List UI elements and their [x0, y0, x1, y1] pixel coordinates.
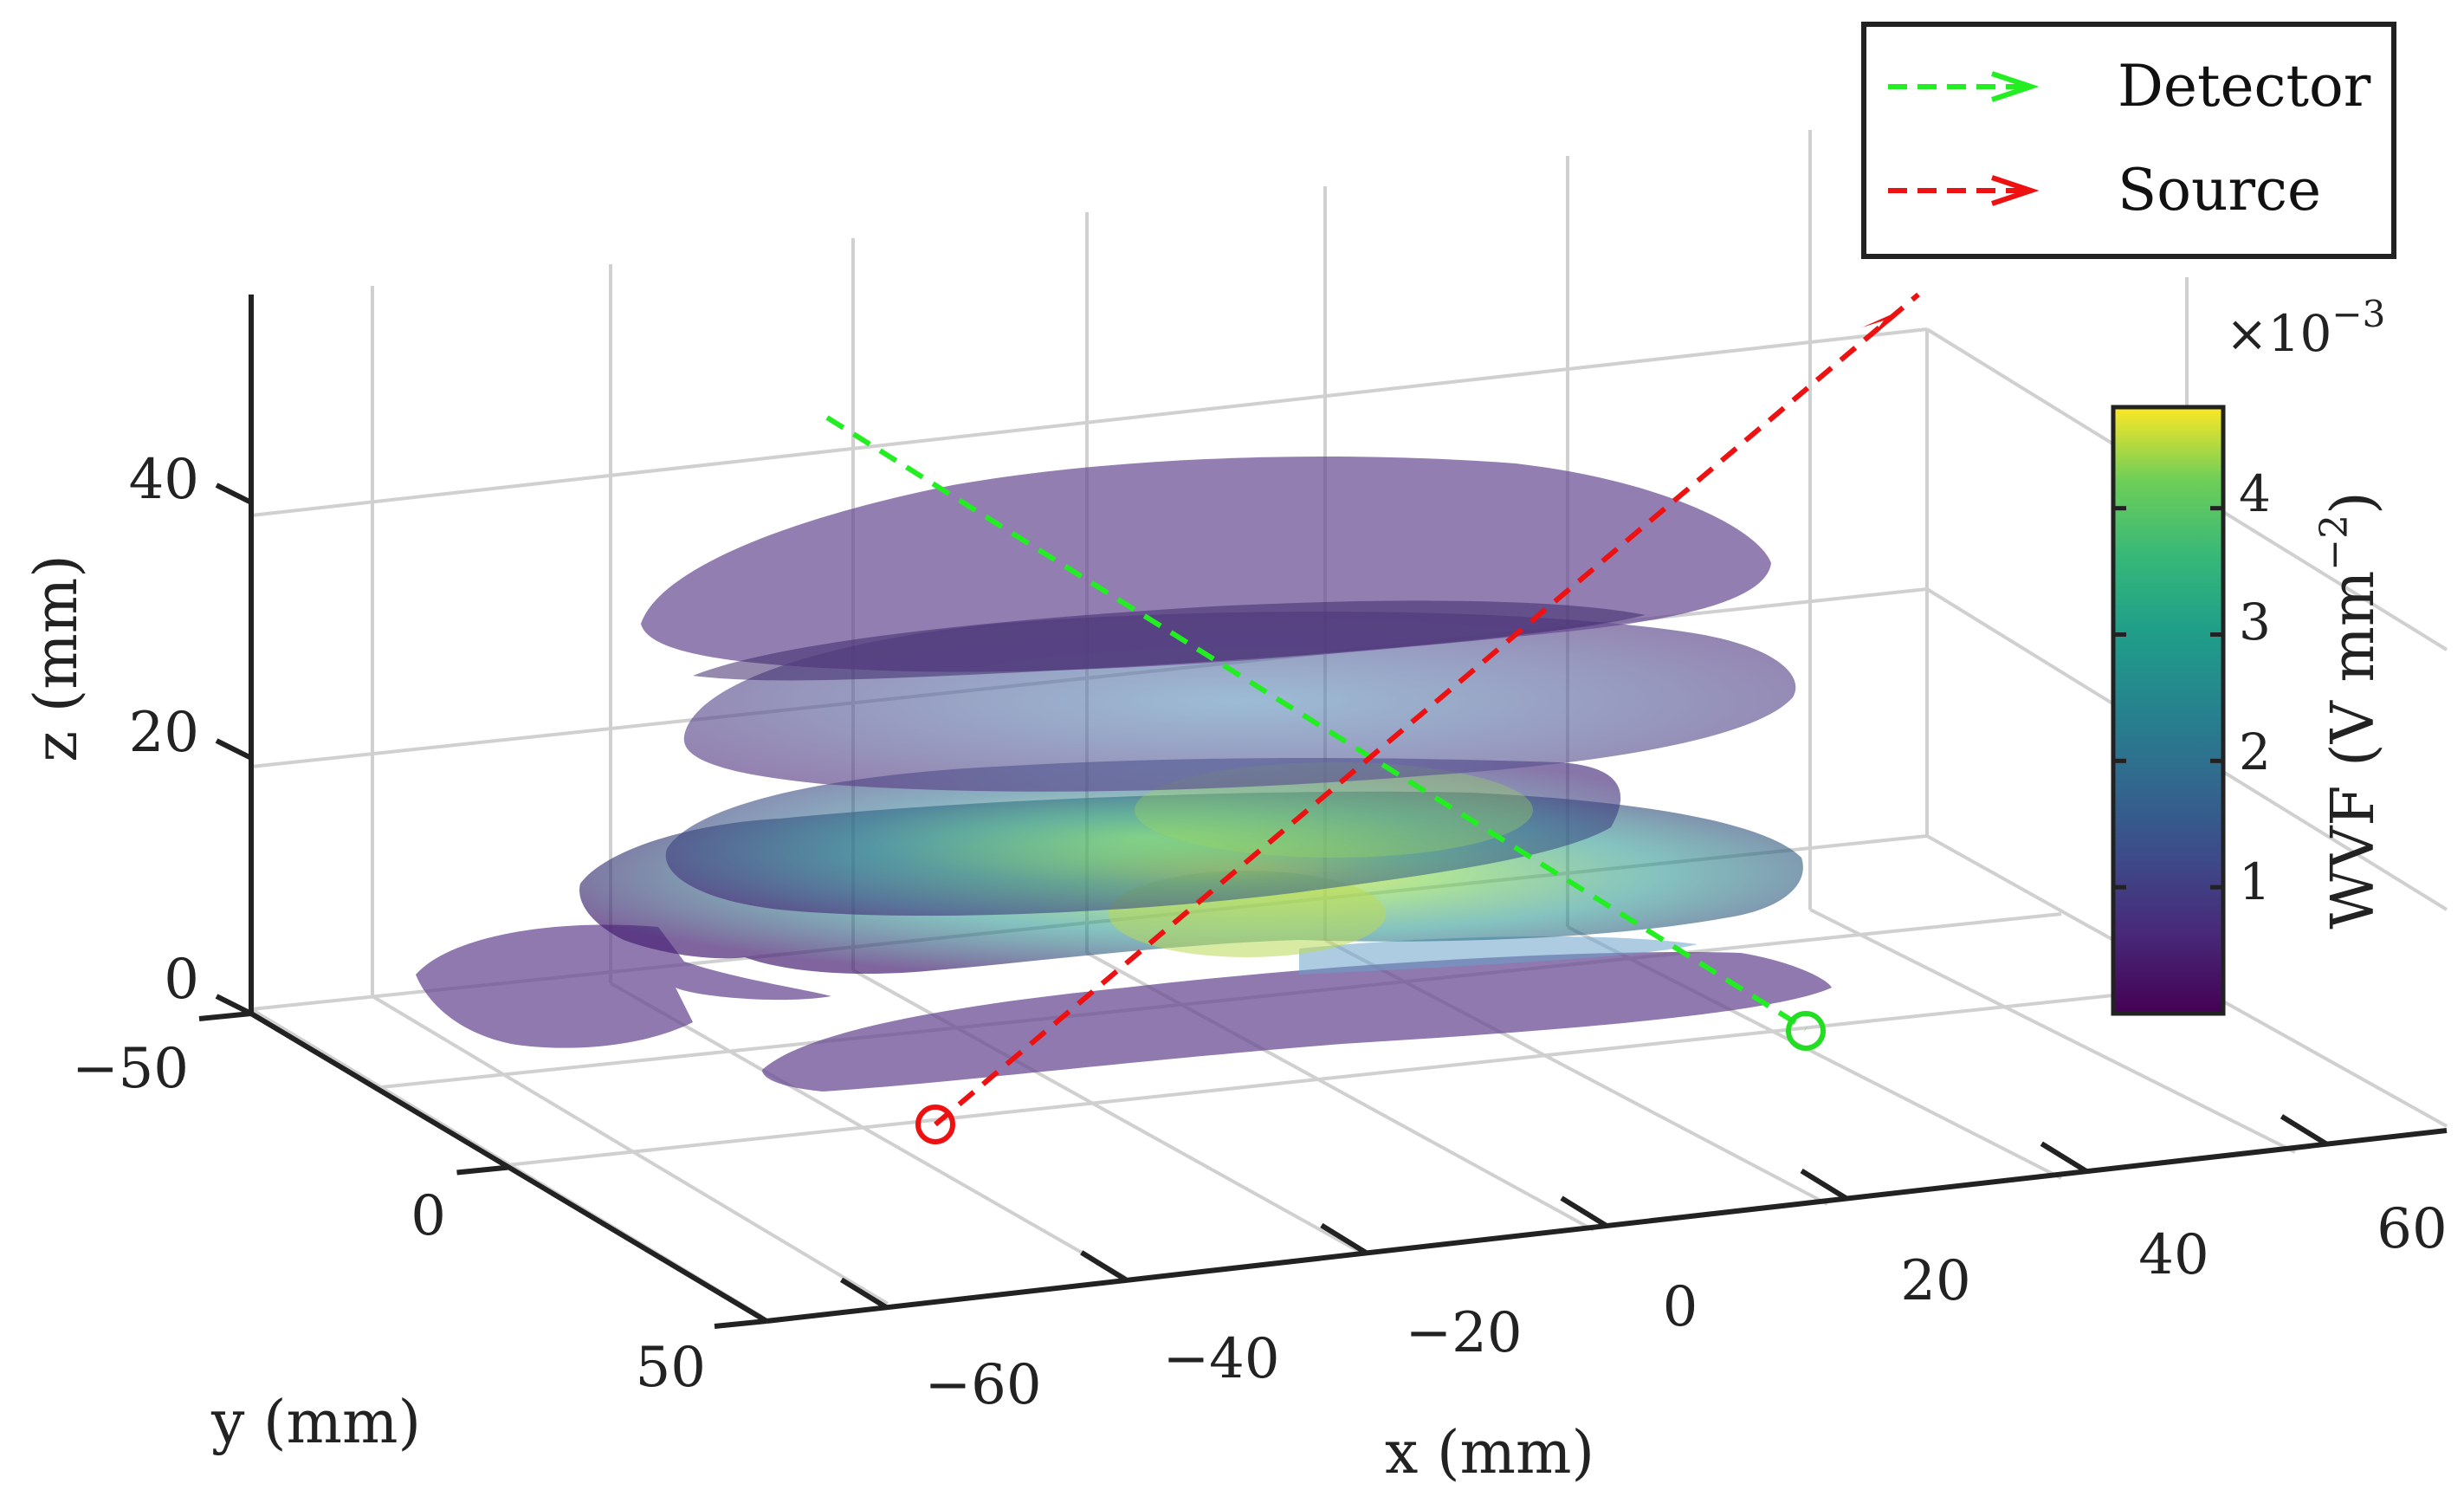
x-tick	[1320, 1222, 1368, 1255]
legend-label-source: Source	[2118, 157, 2321, 224]
x-tick	[1080, 1250, 1129, 1283]
y-tick-label: 0	[411, 1184, 446, 1248]
legend-entry-source: Source	[1888, 157, 2321, 224]
slice-z20	[665, 758, 1621, 917]
source-position-marker	[915, 1105, 955, 1144]
detector-position-marker	[1786, 1011, 1826, 1051]
colorbar-label-end: )	[2319, 491, 2388, 515]
x-tick-label: 40	[2138, 1223, 2209, 1287]
legend-entry-detector: Detector	[1888, 53, 2371, 120]
legend: Detector Source	[1861, 22, 2396, 259]
slice-z0-right	[1299, 936, 1698, 975]
legend-detector-arrow-icon	[1991, 71, 2040, 102]
x-tick-labels: −60 −40 −20 0 20 40 60	[924, 1197, 2447, 1417]
source-arrowhead	[1862, 310, 1901, 338]
colorbar-multiplier-exp: −3	[2331, 293, 2385, 335]
x-tick	[839, 1277, 889, 1310]
x-tick-label: 0	[1663, 1275, 1698, 1339]
z-tick	[215, 738, 253, 761]
detector-trajectory	[825, 415, 1826, 1051]
z-tick-label: 40	[129, 448, 199, 512]
legend-box	[1861, 22, 2396, 259]
z-tick-label: 20	[129, 701, 199, 765]
y-tick-labels: −50 0 50	[72, 1037, 706, 1400]
colorbar-tick-label: 4	[2239, 464, 2271, 523]
y-tick-label: 50	[636, 1336, 706, 1400]
slice-z0-front	[762, 952, 1832, 1092]
x-tick-label: −20	[1405, 1301, 1522, 1365]
colorbar-gradient	[2111, 405, 2226, 1016]
x-tick-label: 60	[2377, 1197, 2447, 1261]
legend-label-detector: Detector	[2118, 53, 2371, 120]
colorbar-tick-label: 1	[2239, 852, 2271, 911]
colorbar-multiplier: ×10−3	[2226, 293, 2385, 363]
z-tick-labels: 0 20 40	[129, 448, 199, 1012]
x-tick-label: −40	[1162, 1327, 1279, 1391]
source-trajectory	[915, 292, 1920, 1144]
legend-source-arrow-icon	[1991, 175, 2040, 206]
z-tick	[215, 483, 253, 505]
x-tick	[2040, 1141, 2088, 1174]
colorbar-tick-label: 2	[2239, 722, 2271, 781]
x-tick	[1800, 1169, 1848, 1202]
tick-marks	[198, 483, 2329, 1329]
z-tick-label: 0	[164, 948, 199, 1012]
y-tick	[456, 1164, 509, 1176]
colorbar-ticks	[2113, 506, 2223, 890]
x-tick-label: 20	[1900, 1249, 1970, 1313]
z-axis-label: z (mm)	[23, 554, 91, 761]
colorbar-label-sup: −2	[2312, 515, 2357, 571]
colorbar: 1 2 3 4 ×10−3 WVF (V mm−2)	[2111, 293, 2388, 1016]
slice-z0-left	[416, 924, 831, 1048]
x-axis-label: x (mm)	[1385, 1419, 1594, 1487]
x-tick	[2280, 1114, 2329, 1147]
colorbar-tick-label: 3	[2239, 593, 2271, 651]
colorbar-label: WVF (V mm−2)	[2312, 491, 2388, 929]
colorbar-multiplier-base: ×10	[2226, 304, 2331, 363]
slice-z40-underside	[693, 600, 1646, 681]
y-axis-label: y (mm)	[210, 1389, 421, 1457]
colorbar-label-main: WVF (V mm	[2319, 571, 2388, 930]
y-tick-label: −50	[72, 1037, 189, 1101]
y-tick	[198, 1011, 252, 1021]
wvf-slices	[416, 457, 1832, 1092]
x-tick-label: −60	[924, 1353, 1041, 1417]
x-tick	[1560, 1195, 1608, 1228]
z-tick	[215, 994, 253, 1016]
y-tick	[714, 1318, 767, 1329]
